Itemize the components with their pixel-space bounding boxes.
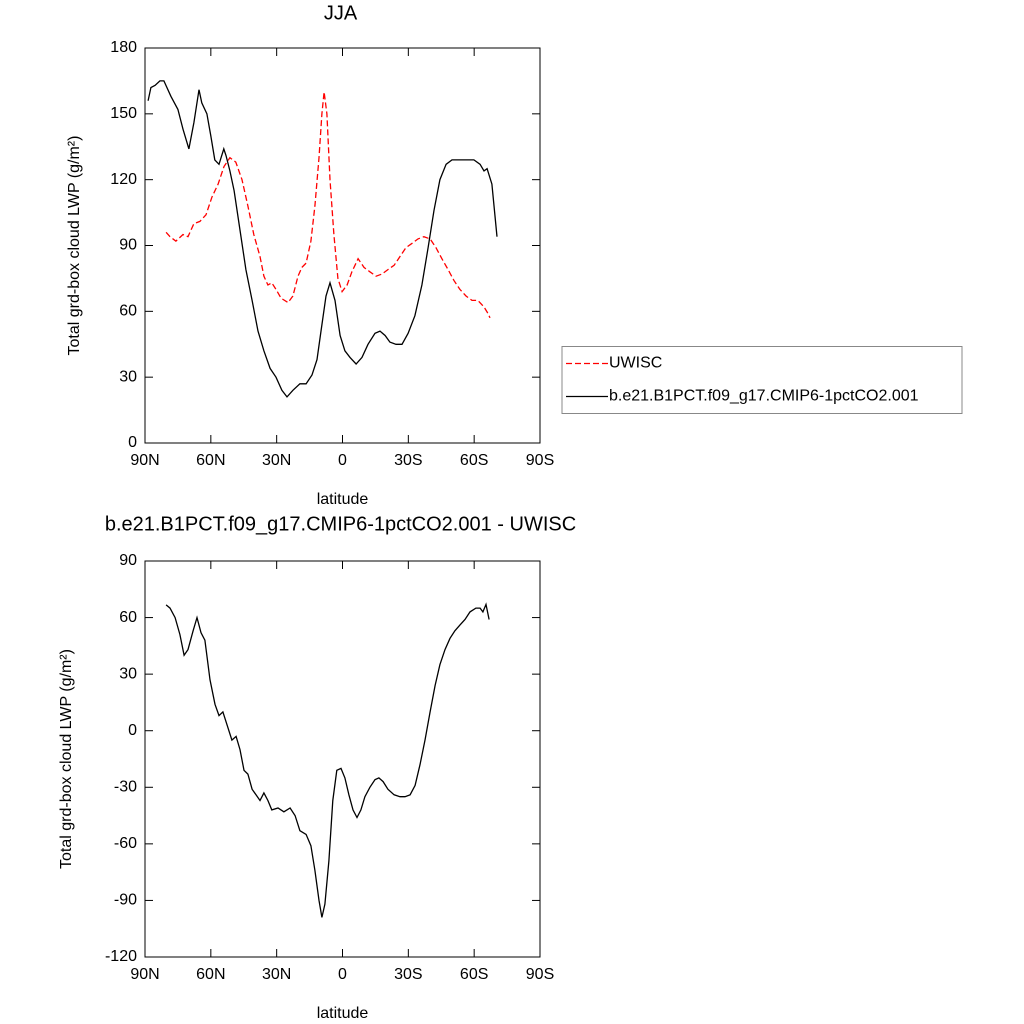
y-tick-label: 0 (128, 434, 137, 451)
x-tick-label: 30N (262, 966, 291, 983)
y-tick-label: 60 (119, 303, 137, 320)
x-tick-label: 90N (130, 966, 159, 983)
x-tick-label: 90S (526, 966, 554, 983)
legend-label: UWISC (609, 355, 662, 372)
chart-title: JJA (324, 2, 358, 24)
y-tick-label: -90 (114, 892, 137, 909)
legend-box (561, 346, 963, 414)
x-axis-label: latitude (317, 491, 369, 508)
y-tick-label: 180 (110, 39, 137, 56)
y-tick-label: 150 (110, 105, 137, 122)
x-tick-label: 60N (196, 966, 225, 983)
x-tick-label: 60S (460, 966, 488, 983)
y-axis-label: Total grd-box cloud LWP (g/m²) (66, 136, 83, 356)
x-tick-label: 60N (196, 452, 225, 469)
y-tick-label: 30 (119, 665, 137, 682)
x-axis-label: latitude (317, 1005, 369, 1022)
y-tick-label: 90 (119, 552, 137, 569)
x-tick-label: 90N (130, 452, 159, 469)
chart-title: b.e21.B1PCT.f09_g17.CMIP6-1pctCO2.001 - … (105, 513, 576, 535)
data-line (147, 80, 498, 398)
data-line (165, 602, 490, 918)
x-tick-label: 0 (338, 966, 347, 983)
y-tick-label: 30 (119, 368, 137, 385)
x-tick-label: 30N (262, 452, 291, 469)
y-tick-label: -30 (114, 779, 137, 796)
y-tick-label: 90 (119, 237, 137, 254)
x-tick-label: 0 (338, 452, 347, 469)
y-tick-label: 60 (119, 609, 137, 626)
y-tick-label: -60 (114, 835, 137, 852)
x-tick-label: 90S (526, 452, 554, 469)
x-tick-label: 30S (394, 966, 422, 983)
y-tick-label: -120 (105, 948, 137, 965)
plot-frame (144, 560, 541, 958)
x-tick-label: 30S (394, 452, 422, 469)
y-tick-label: 120 (110, 171, 137, 188)
y-tick-label: 0 (128, 722, 137, 739)
y-axis-label: Total grd-box cloud LWP (g/m²) (58, 649, 75, 869)
x-tick-label: 60S (460, 452, 488, 469)
legend-label: b.e21.B1PCT.f09_g17.CMIP6-1pctCO2.001 (609, 388, 919, 405)
data-line (165, 91, 491, 319)
